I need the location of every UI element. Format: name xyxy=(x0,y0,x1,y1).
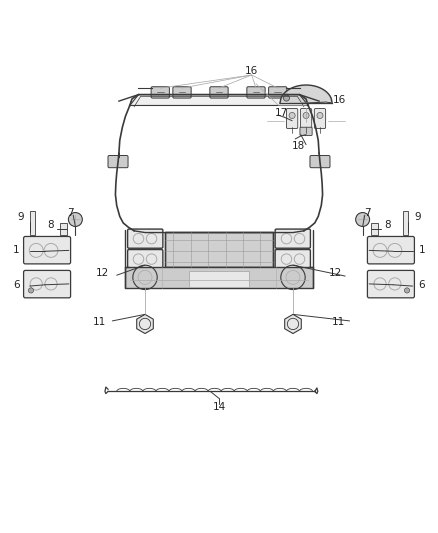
FancyBboxPatch shape xyxy=(247,87,265,98)
FancyBboxPatch shape xyxy=(367,270,414,298)
FancyBboxPatch shape xyxy=(367,237,414,264)
FancyBboxPatch shape xyxy=(173,87,191,98)
Text: 14: 14 xyxy=(212,402,226,411)
Circle shape xyxy=(68,213,82,227)
Polygon shape xyxy=(130,94,308,106)
Text: 9: 9 xyxy=(18,212,24,222)
FancyBboxPatch shape xyxy=(165,232,273,266)
Text: 9: 9 xyxy=(414,212,420,222)
FancyBboxPatch shape xyxy=(127,229,163,248)
FancyBboxPatch shape xyxy=(188,271,250,287)
Text: 7: 7 xyxy=(364,207,371,217)
Text: 12: 12 xyxy=(96,268,110,278)
FancyBboxPatch shape xyxy=(268,87,287,98)
Text: 11: 11 xyxy=(92,317,106,327)
Text: 1: 1 xyxy=(418,245,425,255)
Text: 8: 8 xyxy=(47,220,53,230)
FancyBboxPatch shape xyxy=(300,109,312,128)
FancyBboxPatch shape xyxy=(310,156,330,168)
Text: 6: 6 xyxy=(418,280,425,290)
FancyBboxPatch shape xyxy=(151,87,170,98)
FancyBboxPatch shape xyxy=(30,211,35,235)
FancyBboxPatch shape xyxy=(300,127,312,135)
Circle shape xyxy=(283,95,290,101)
FancyBboxPatch shape xyxy=(403,211,408,235)
Text: 17: 17 xyxy=(275,108,288,118)
Text: 16: 16 xyxy=(245,66,258,76)
Circle shape xyxy=(289,112,295,118)
Text: 7: 7 xyxy=(67,207,74,217)
FancyBboxPatch shape xyxy=(210,87,228,98)
FancyBboxPatch shape xyxy=(286,109,298,128)
Polygon shape xyxy=(285,314,301,334)
FancyBboxPatch shape xyxy=(60,223,67,235)
FancyBboxPatch shape xyxy=(275,229,311,248)
Circle shape xyxy=(303,112,309,118)
FancyBboxPatch shape xyxy=(127,249,163,269)
Circle shape xyxy=(404,288,410,293)
Text: 12: 12 xyxy=(328,268,342,278)
FancyBboxPatch shape xyxy=(125,266,313,288)
Polygon shape xyxy=(137,314,153,334)
FancyBboxPatch shape xyxy=(275,249,311,269)
FancyBboxPatch shape xyxy=(108,156,128,168)
FancyBboxPatch shape xyxy=(24,270,71,298)
FancyBboxPatch shape xyxy=(24,237,71,264)
Circle shape xyxy=(28,288,34,293)
Text: 1: 1 xyxy=(13,245,20,255)
Text: 11: 11 xyxy=(332,317,346,327)
Text: 18: 18 xyxy=(292,141,305,150)
Circle shape xyxy=(356,213,370,227)
FancyBboxPatch shape xyxy=(314,109,325,128)
Text: 16: 16 xyxy=(333,95,346,105)
Text: 8: 8 xyxy=(385,220,391,230)
Circle shape xyxy=(317,112,323,118)
Text: 6: 6 xyxy=(13,280,20,290)
FancyBboxPatch shape xyxy=(371,223,378,235)
